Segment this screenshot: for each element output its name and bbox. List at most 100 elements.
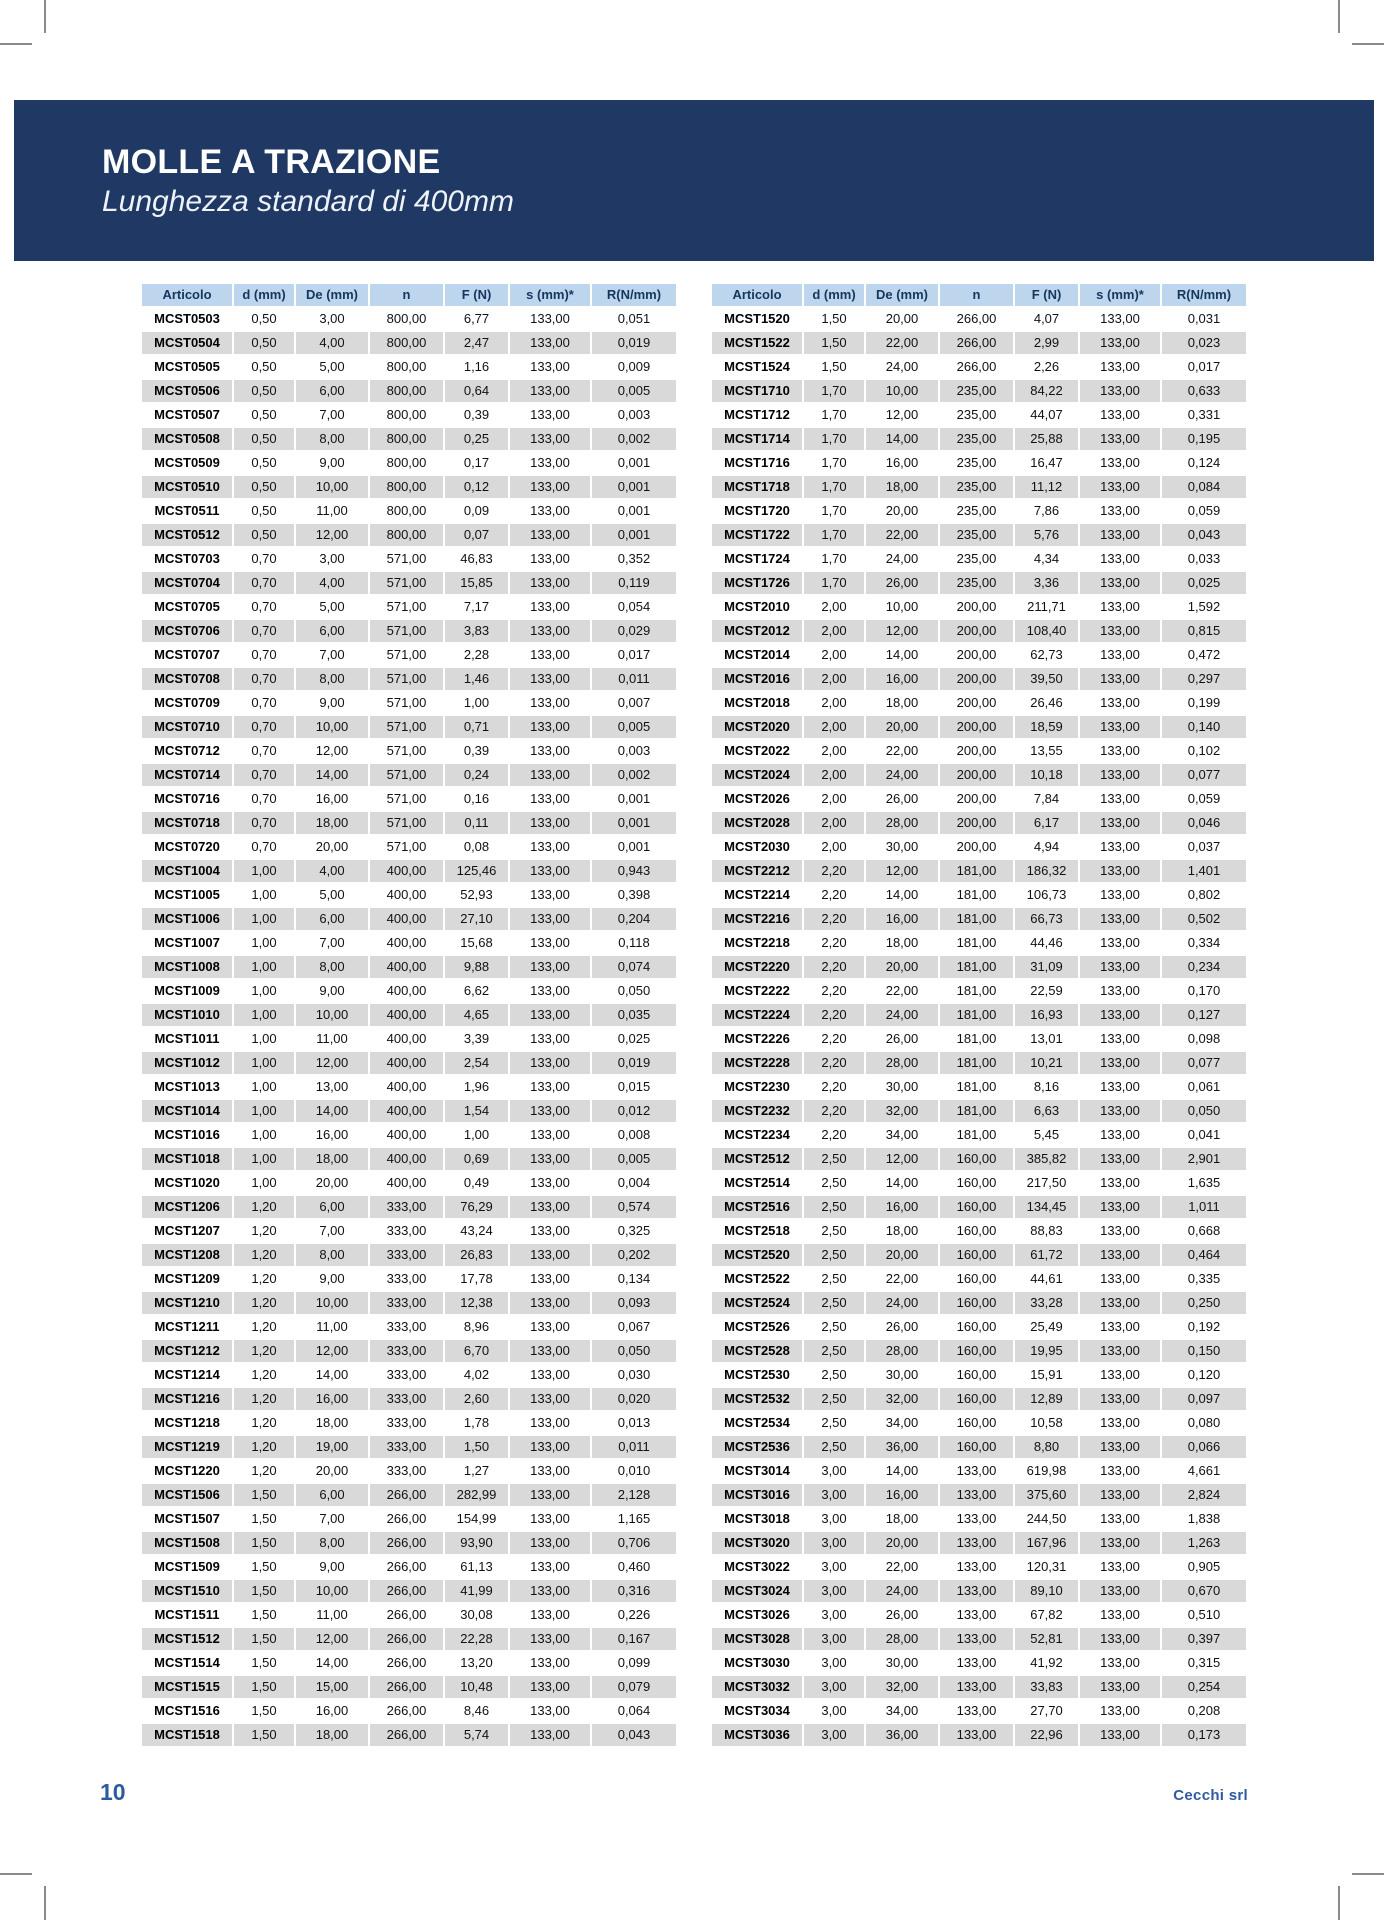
- cell-d-mm: 1,00: [234, 1148, 294, 1170]
- cell-n: 160,00: [940, 1412, 1013, 1434]
- cell-r-n-mm: 0,043: [1162, 524, 1246, 546]
- cell-n: 133,00: [940, 1484, 1013, 1506]
- table-row: MCST1722 1,70 22,00 235,00 5,76 133,00 0,043: [712, 524, 1246, 546]
- cell-n: 160,00: [940, 1172, 1013, 1194]
- cell-r-n-mm: 0,140: [1162, 716, 1246, 738]
- cell-f-n: 0,11: [445, 812, 508, 834]
- cell-d-mm: 2,50: [804, 1220, 864, 1242]
- cell-n: 160,00: [940, 1196, 1013, 1218]
- cell-de-mm: 28,00: [866, 1628, 938, 1650]
- cell-n: 200,00: [940, 596, 1013, 618]
- cell-de-mm: 9,00: [296, 980, 368, 1002]
- table-row: MCST1006 1,00 6,00 400,00 27,10 133,00 0,204: [142, 908, 676, 930]
- cell-de-mm: 24,00: [866, 764, 938, 786]
- cell-f-n: 39,50: [1015, 668, 1078, 690]
- cell-d-mm: 1,70: [804, 476, 864, 498]
- cell-s-mm: 133,00: [1080, 572, 1160, 594]
- cell-r-n-mm: 0,397: [1162, 1628, 1246, 1650]
- cell-de-mm: 7,00: [296, 644, 368, 666]
- cell-r-n-mm: 0,003: [592, 740, 676, 762]
- cell-d-mm: 1,00: [234, 1124, 294, 1146]
- cell-f-n: 125,46: [445, 860, 508, 882]
- cell-articolo: MCST1509: [142, 1556, 232, 1578]
- cell-de-mm: 11,00: [296, 500, 368, 522]
- cell-n: 333,00: [370, 1412, 443, 1434]
- cell-r-n-mm: 0,001: [592, 524, 676, 546]
- cell-articolo: MCST2228: [712, 1052, 802, 1074]
- table-row: MCST2226 2,20 26,00 181,00 13,01 133,00 0,098: [712, 1028, 1246, 1050]
- cell-d-mm: 1,70: [804, 428, 864, 450]
- cell-n: 333,00: [370, 1220, 443, 1242]
- cell-f-n: 154,99: [445, 1508, 508, 1530]
- cell-n: 200,00: [940, 788, 1013, 810]
- cell-r-n-mm: 0,120: [1162, 1364, 1246, 1386]
- table-row: MCST3030 3,00 30,00 133,00 41,92 133,00 0,315: [712, 1652, 1246, 1674]
- cell-r-n-mm: 0,167: [592, 1628, 676, 1650]
- cell-f-n: 26,83: [445, 1244, 508, 1266]
- table-row: MCST2216 2,20 16,00 181,00 66,73 133,00 0,502: [712, 908, 1246, 930]
- cell-d-mm: 0,70: [234, 692, 294, 714]
- cell-r-n-mm: 0,134: [592, 1268, 676, 1290]
- cell-n: 400,00: [370, 1100, 443, 1122]
- cell-articolo: MCST1007: [142, 932, 232, 954]
- cell-f-n: 375,60: [1015, 1484, 1078, 1506]
- cell-r-n-mm: 0,077: [1162, 1052, 1246, 1074]
- cell-n: 266,00: [370, 1700, 443, 1722]
- cell-de-mm: 19,00: [296, 1436, 368, 1458]
- cell-n: 571,00: [370, 644, 443, 666]
- cell-d-mm: 3,00: [804, 1604, 864, 1626]
- cell-d-mm: 0,70: [234, 572, 294, 594]
- cell-d-mm: 1,50: [234, 1532, 294, 1554]
- cell-f-n: 25,88: [1015, 428, 1078, 450]
- cell-s-mm: 133,00: [1080, 1100, 1160, 1122]
- cell-articolo: MCST1512: [142, 1628, 232, 1650]
- cell-de-mm: 3,00: [296, 308, 368, 330]
- cell-r-n-mm: 0,802: [1162, 884, 1246, 906]
- cell-d-mm: 0,50: [234, 380, 294, 402]
- table-row: MCST1514 1,50 14,00 266,00 13,20 133,00 0,099: [142, 1652, 676, 1674]
- cell-r-n-mm: 0,510: [1162, 1604, 1246, 1626]
- cell-d-mm: 1,20: [234, 1412, 294, 1434]
- cell-articolo: MCST2028: [712, 812, 802, 834]
- cell-s-mm: 133,00: [510, 764, 590, 786]
- cell-n: 400,00: [370, 932, 443, 954]
- cell-f-n: 46,83: [445, 548, 508, 570]
- cell-de-mm: 20,00: [866, 956, 938, 978]
- cell-articolo: MCST2528: [712, 1340, 802, 1362]
- table-row: MCST0506 0,50 6,00 800,00 0,64 133,00 0,005: [142, 380, 676, 402]
- cell-n: 160,00: [940, 1388, 1013, 1410]
- cell-articolo: MCST0511: [142, 500, 232, 522]
- cell-f-n: 31,09: [1015, 956, 1078, 978]
- cell-n: 571,00: [370, 620, 443, 642]
- cell-f-n: 1,54: [445, 1100, 508, 1122]
- cell-de-mm: 6,00: [296, 1196, 368, 1218]
- table-row: MCST0507 0,50 7,00 800,00 0,39 133,00 0,003: [142, 404, 676, 426]
- cell-r-n-mm: 0,150: [1162, 1340, 1246, 1362]
- cell-de-mm: 34,00: [866, 1700, 938, 1722]
- cell-f-n: 1,50: [445, 1436, 508, 1458]
- cell-de-mm: 8,00: [296, 1244, 368, 1266]
- table-row: MCST1207 1,20 7,00 333,00 43,24 133,00 0,325: [142, 1220, 676, 1242]
- cell-de-mm: 4,00: [296, 860, 368, 882]
- cell-s-mm: 133,00: [510, 1676, 590, 1698]
- cell-de-mm: 12,00: [866, 404, 938, 426]
- cell-n: 400,00: [370, 1124, 443, 1146]
- cell-de-mm: 22,00: [866, 524, 938, 546]
- cell-articolo: MCST0720: [142, 836, 232, 858]
- cell-de-mm: 14,00: [296, 1652, 368, 1674]
- table-row: MCST2514 2,50 14,00 160,00 217,50 133,00 1,635: [712, 1172, 1246, 1194]
- cell-de-mm: 16,00: [866, 452, 938, 474]
- cell-d-mm: 0,50: [234, 524, 294, 546]
- cell-s-mm: 133,00: [510, 932, 590, 954]
- cell-n: 181,00: [940, 1028, 1013, 1050]
- cell-articolo: MCST3020: [712, 1532, 802, 1554]
- cell-articolo: MCST2030: [712, 836, 802, 858]
- table-row: MCST0703 0,70 3,00 571,00 46,83 133,00 0,352: [142, 548, 676, 570]
- cell-r-n-mm: 0,017: [592, 644, 676, 666]
- cell-de-mm: 26,00: [866, 572, 938, 594]
- cell-articolo: MCST1716: [712, 452, 802, 474]
- cell-n: 333,00: [370, 1340, 443, 1362]
- cell-s-mm: 133,00: [1080, 1340, 1160, 1362]
- cell-n: 571,00: [370, 812, 443, 834]
- cell-f-n: 84,22: [1015, 380, 1078, 402]
